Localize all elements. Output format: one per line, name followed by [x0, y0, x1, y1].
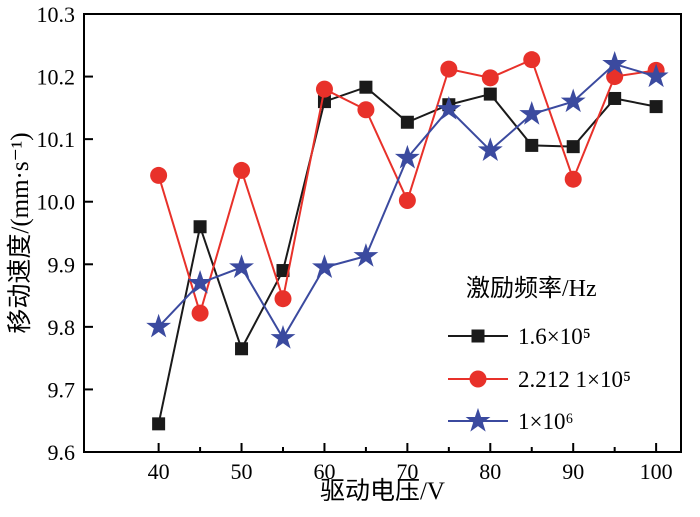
y-tick-label: 9.7 [48, 377, 76, 402]
y-tick-label: 9.9 [48, 252, 76, 277]
square-marker [193, 220, 207, 234]
x-tick-label: 70 [396, 459, 418, 484]
star-marker [312, 254, 337, 278]
circle-marker [606, 68, 624, 86]
square-marker [400, 115, 414, 129]
star-marker [602, 50, 628, 75]
star-marker [465, 407, 491, 432]
y-tick-label: 10.0 [37, 190, 76, 215]
circle-marker [440, 60, 458, 78]
legend: 激励频率/Hz 1.6×10⁵ 2.212 1×10⁵ 1×10⁶ [448, 275, 631, 434]
star-marker [643, 63, 669, 88]
square-marker [235, 342, 249, 356]
x-tick-label: 60 [313, 459, 335, 484]
plot-frame [83, 13, 682, 453]
circle-marker [315, 80, 333, 98]
y-axis-label: 移动速度/(mm·s⁻¹) [6, 132, 34, 333]
square-marker [471, 329, 485, 343]
y-tick-label: 10.1 [37, 127, 76, 152]
x-tick-label: 80 [479, 459, 501, 484]
x-axis-label: 驱动电压/V [320, 477, 445, 505]
circle-marker [357, 101, 375, 119]
circle-marker [191, 304, 209, 322]
square-marker [152, 417, 166, 431]
star-marker [146, 313, 172, 338]
legend-entry-label: 2.212 1×10⁵ [518, 367, 631, 392]
star-marker [436, 96, 462, 120]
square-marker [525, 138, 539, 152]
square-marker [359, 80, 373, 94]
star-marker [229, 254, 254, 278]
x-tick-label: 100 [640, 459, 673, 484]
square-marker [276, 264, 290, 278]
y-tick-label: 9.8 [48, 315, 76, 340]
circle-marker [274, 290, 292, 308]
legend-entry-label: 1×10⁶ [518, 409, 574, 434]
circle-marker [481, 69, 499, 87]
x-axis: 40 50 60 70 80 90 100 [148, 443, 673, 484]
y-tick-label: 10.3 [37, 2, 76, 27]
circle-marker [564, 170, 582, 188]
square-marker [649, 100, 663, 114]
circle-marker [150, 166, 168, 184]
star-marker [394, 144, 420, 169]
circle-marker [469, 370, 487, 388]
circle-marker [523, 51, 541, 69]
star-marker [270, 325, 296, 349]
star-marker [353, 243, 379, 267]
circle-marker [233, 161, 251, 179]
x-tick-label: 40 [148, 459, 170, 484]
square-marker [483, 87, 497, 101]
circle-marker [398, 191, 416, 209]
y-tick-label: 10.2 [37, 65, 76, 90]
star-marker [560, 88, 586, 113]
star-marker [519, 101, 545, 125]
y-tick-label: 9.6 [48, 440, 76, 465]
square-marker [608, 91, 622, 105]
y-axis: 9.6 9.7 9.8 9.9 10.0 10.1 10.2 10.3 [37, 2, 93, 465]
legend-entry-label: 1.6×10⁵ [518, 324, 591, 349]
legend-title: 激励频率/Hz [466, 275, 597, 302]
square-marker [566, 140, 580, 154]
star-marker [477, 137, 503, 161]
x-tick-label: 50 [231, 459, 253, 484]
star-marker [187, 269, 213, 294]
series-star [146, 50, 669, 349]
x-tick-label: 90 [562, 459, 584, 484]
